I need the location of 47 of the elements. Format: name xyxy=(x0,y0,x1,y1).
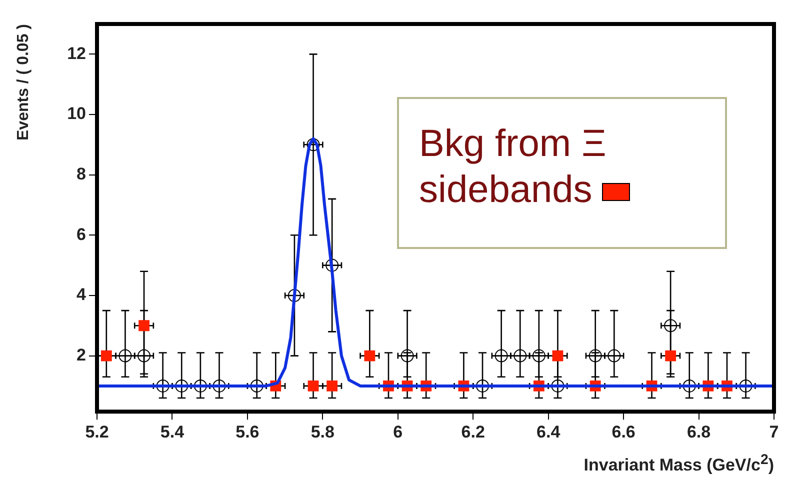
point xyxy=(514,349,527,362)
point xyxy=(250,379,264,392)
point xyxy=(664,319,678,332)
point xyxy=(552,350,564,362)
y-tick-label: 12 xyxy=(67,44,86,63)
point xyxy=(118,349,132,362)
point xyxy=(194,379,207,392)
point xyxy=(308,380,319,392)
legend-label: Bkg from Ξ sidebands xyxy=(419,123,606,211)
x-tick-label: 6 xyxy=(393,422,403,442)
point xyxy=(532,349,546,362)
point xyxy=(326,258,339,272)
x-axis-title: Invariant Mass (GeV/c$^{2}$) xyxy=(584,452,774,476)
point xyxy=(156,379,170,392)
point xyxy=(682,379,696,392)
point xyxy=(608,349,621,362)
point xyxy=(288,288,301,302)
x-tick-label: 6.4 xyxy=(536,422,561,442)
point xyxy=(138,349,151,362)
x-tick-label: 6.6 xyxy=(612,422,636,442)
point xyxy=(739,379,752,392)
point xyxy=(665,350,676,362)
point xyxy=(494,349,508,362)
x-tick-label: 7 xyxy=(769,422,779,442)
x-tick-label: 5.2 xyxy=(85,422,109,442)
point xyxy=(476,379,490,392)
point xyxy=(212,379,226,392)
y-tick-label: 4 xyxy=(76,285,87,304)
x-tick-label: 5.8 xyxy=(310,422,334,442)
y-tick-label: 6 xyxy=(76,224,86,244)
y-tick-label: 8 xyxy=(76,164,86,184)
x-tick-label: 5.6 xyxy=(236,422,260,442)
point xyxy=(100,350,112,362)
y-axis-title: Events / ( 0.05 ) xyxy=(15,24,32,140)
y-tick-label: 2 xyxy=(76,345,86,364)
x-tick-label: 6.8 xyxy=(686,422,711,442)
point xyxy=(588,349,602,362)
x-tick-label: 6.2 xyxy=(461,422,485,442)
y-tick-label: 10 xyxy=(67,104,86,124)
point xyxy=(326,380,338,392)
point xyxy=(364,350,376,362)
point xyxy=(400,349,414,362)
point xyxy=(175,379,188,392)
point xyxy=(551,379,564,392)
point xyxy=(138,320,150,332)
point xyxy=(306,138,320,152)
x-tick-label: 5.4 xyxy=(160,422,185,442)
